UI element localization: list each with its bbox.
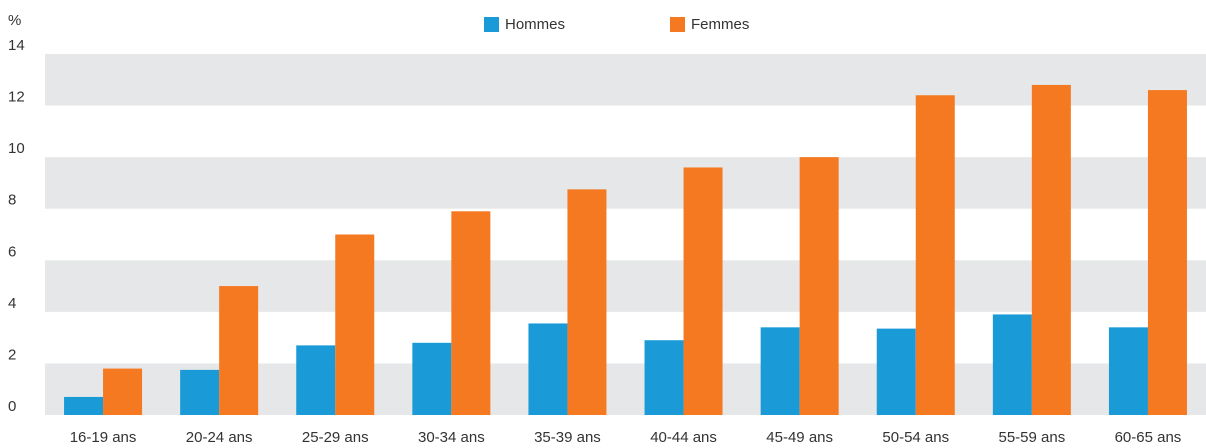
bar	[180, 369, 220, 415]
bar	[1108, 327, 1148, 415]
x-tick-label: 50-54 ans	[882, 429, 949, 446]
grid-band	[45, 157, 1206, 209]
x-tick-label: 45-49 ans	[766, 429, 833, 446]
bar	[992, 314, 1032, 415]
legend-swatch	[484, 17, 499, 32]
bar	[1147, 90, 1187, 415]
y-tick-label: 10	[8, 140, 25, 157]
legend-label: Hommes	[505, 16, 565, 33]
x-tick-label: 60-65 ans	[1115, 429, 1182, 446]
y-tick-label: 8	[8, 192, 16, 209]
bar	[103, 368, 143, 415]
x-tick-label: 25-29 ans	[302, 429, 369, 446]
bar	[219, 286, 259, 415]
bar	[567, 189, 607, 415]
y-axis-label: %	[8, 12, 21, 29]
bar	[296, 345, 336, 415]
y-tick-label: 2	[8, 346, 16, 363]
bar	[528, 323, 568, 415]
legend-label: Femmes	[691, 16, 749, 33]
bar	[451, 211, 491, 415]
bar	[799, 157, 839, 415]
y-tick-label: 14	[8, 37, 25, 54]
bar	[1031, 84, 1071, 415]
x-tick-label: 30-34 ans	[418, 429, 485, 446]
bar	[335, 234, 375, 415]
x-tick-label: 20-24 ans	[186, 429, 253, 446]
x-tick-label: 35-39 ans	[534, 429, 601, 446]
y-tick-label: 4	[8, 295, 16, 312]
bar	[915, 95, 955, 415]
x-tick-label: 16-19 ans	[70, 429, 137, 446]
legend-swatch	[670, 17, 685, 32]
bar	[644, 340, 684, 415]
bar	[64, 396, 104, 415]
bar	[412, 342, 452, 415]
x-tick-label: 40-44 ans	[650, 429, 717, 446]
y-tick-label: 0	[8, 398, 16, 415]
bar	[683, 167, 723, 415]
x-tick-label: 55-59 ans	[998, 429, 1065, 446]
grid-band	[45, 54, 1206, 106]
y-tick-label: 6	[8, 243, 16, 260]
bar	[760, 327, 800, 415]
bar	[876, 328, 916, 415]
y-tick-label: 12	[8, 89, 25, 106]
